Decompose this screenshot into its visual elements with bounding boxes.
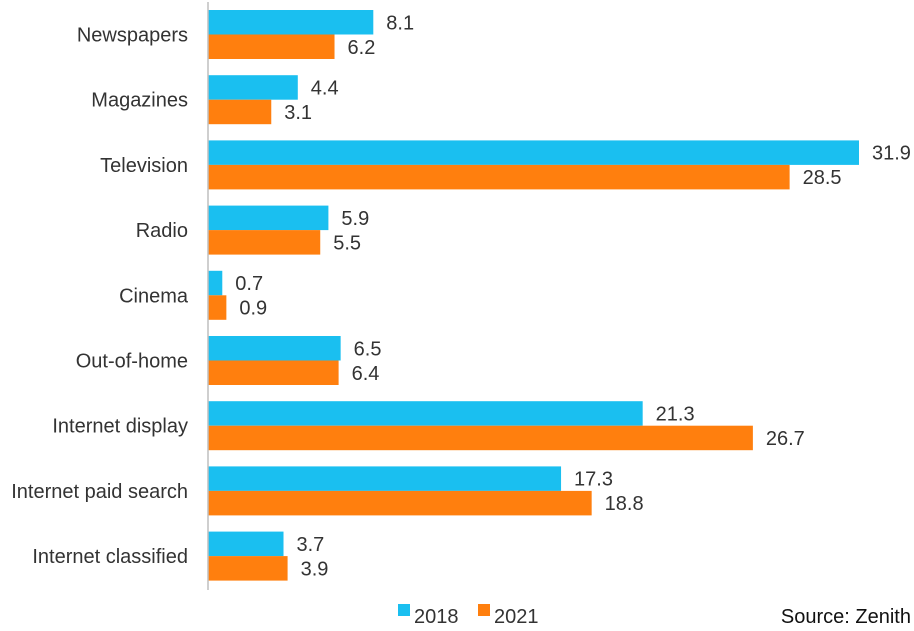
bar-2021 — [208, 295, 227, 320]
value-label-2021: 28.5 — [803, 167, 842, 189]
category-label: Magazines — [91, 90, 188, 112]
bar-2018 — [208, 10, 374, 35]
bar-2018 — [208, 466, 562, 491]
bar-2021 — [208, 34, 335, 59]
bar-2018 — [208, 336, 341, 361]
source-note: Source: Zenith — [781, 606, 911, 628]
value-label-2018: 17.3 — [574, 469, 613, 491]
value-label-2021: 18.8 — [605, 493, 644, 515]
value-label-2018: 8.1 — [386, 12, 414, 34]
value-label-2021: 5.5 — [333, 232, 361, 254]
bar-2018 — [208, 140, 859, 165]
value-label-2021: 0.9 — [239, 298, 267, 320]
bar-2021 — [208, 230, 321, 255]
bar-2018 — [208, 270, 223, 296]
bar-2018 — [208, 75, 298, 100]
category-label: Newspapers — [77, 25, 188, 47]
bar-2021 — [208, 164, 790, 190]
value-label-2018: 5.9 — [341, 208, 369, 230]
legend-label-2021: 2021 — [494, 606, 539, 628]
value-label-2018: 6.5 — [354, 338, 382, 360]
bar-2021 — [208, 360, 339, 385]
value-label-2018: 21.3 — [656, 403, 695, 425]
bar-2021 — [208, 99, 272, 125]
bar-2021 — [208, 490, 592, 516]
value-label-2018: 3.7 — [297, 534, 325, 556]
category-label: Television — [100, 155, 188, 177]
legend-label-2018: 2018 — [414, 606, 459, 628]
bar-2018 — [208, 205, 329, 231]
legend-swatch-2021 — [478, 604, 490, 616]
category-label: Internet display — [52, 416, 188, 438]
value-label-2021: 6.4 — [352, 363, 380, 385]
bar-2021 — [208, 425, 753, 451]
value-label-2021: 3.1 — [284, 102, 312, 124]
bars-group — [208, 10, 859, 581]
bar-2018 — [208, 531, 284, 557]
bar-2018 — [208, 401, 643, 426]
value-label-2021: 26.7 — [766, 428, 805, 450]
category-labels: Newspapers Magazines Television Radio Cinema… — [11, 25, 189, 569]
value-label-2018: 4.4 — [311, 77, 339, 99]
category-label: Cinema — [119, 285, 189, 307]
legend-swatch-2018 — [398, 604, 410, 616]
category-label: Internet paid search — [11, 481, 188, 503]
value-label-2018: 31.9 — [872, 143, 911, 165]
value-labels: 8.1 6.2 4.4 3.1 31.9 28.5 5.95.5 0.7 0.9 6.5 6.4 21… — [235, 12, 911, 580]
category-label: Radio — [136, 220, 188, 242]
value-label-2021: 3.9 — [301, 558, 329, 580]
value-label-2018: 0.7 — [235, 273, 263, 295]
value-label-2021: 6.2 — [348, 37, 376, 59]
bar-2021 — [208, 556, 288, 581]
legend: 2018 2021 — [398, 604, 539, 628]
category-label: Out-of-home — [76, 351, 188, 373]
category-label: Internet classified — [32, 546, 188, 568]
